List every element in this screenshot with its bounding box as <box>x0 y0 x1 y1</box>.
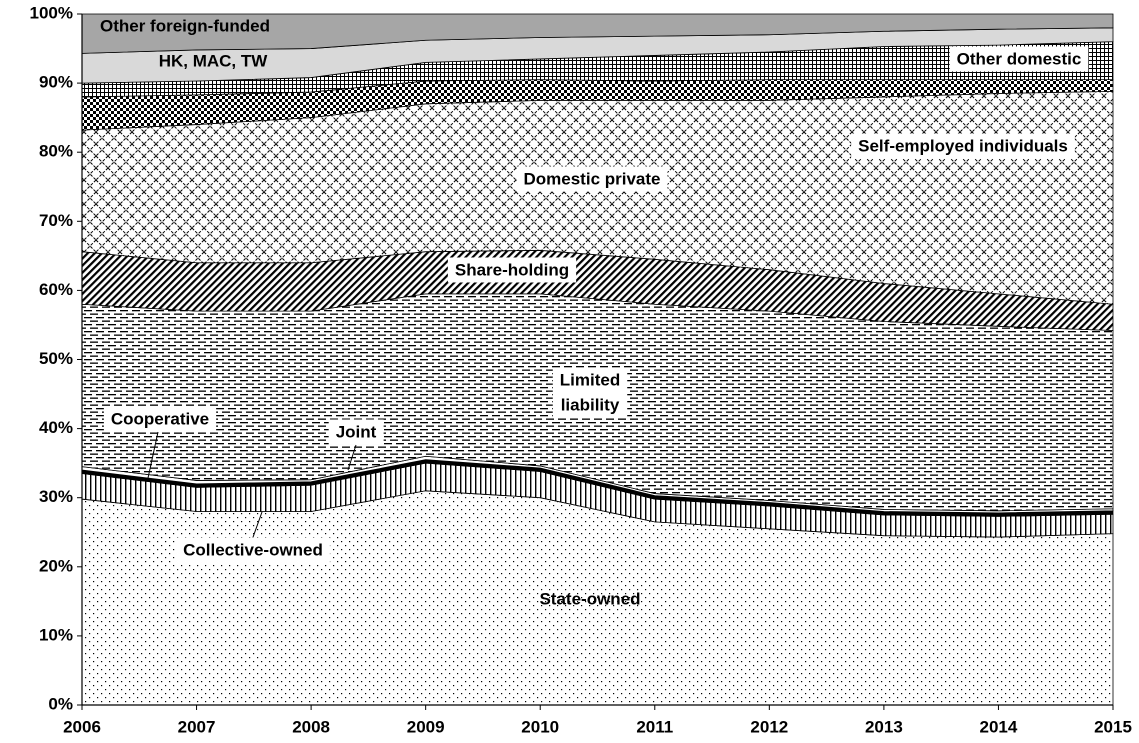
series-label: Joint <box>336 422 377 441</box>
y-tick-label: 80% <box>39 142 73 161</box>
x-tick-label: 2013 <box>865 717 903 736</box>
x-tick-label: 2011 <box>636 717 673 736</box>
label-box <box>328 419 384 445</box>
y-tick-label: 100% <box>30 3 73 22</box>
label-box <box>516 166 668 192</box>
y-tick-label: 70% <box>39 211 73 230</box>
label-box <box>552 367 628 418</box>
y-tick-label: 40% <box>39 418 73 437</box>
x-tick-label: 2012 <box>750 717 788 736</box>
series-label: State-owned <box>539 589 640 608</box>
x-tick-label: 2009 <box>407 717 445 736</box>
series-label: Collective-owned <box>183 540 323 559</box>
series-label: Domestic private <box>524 169 661 188</box>
x-tick-label: 2006 <box>63 717 101 736</box>
y-tick-label: 90% <box>39 73 73 92</box>
series-label: Limited liability <box>560 371 620 415</box>
series-label: Share-holding <box>455 260 569 279</box>
x-tick-label: 2008 <box>292 717 330 736</box>
label-box <box>176 537 330 563</box>
x-tick-label: 2007 <box>178 717 216 736</box>
leader-line <box>347 444 357 471</box>
series-label: Self-employed individuals <box>858 136 1068 155</box>
series-label: Other domestic <box>957 49 1082 68</box>
label-box <box>851 133 1075 159</box>
leader-line <box>147 431 159 479</box>
label-box <box>447 257 577 283</box>
x-tick-label: 2010 <box>521 717 559 736</box>
label-box <box>103 406 217 432</box>
leader-line <box>251 511 263 541</box>
series-label: Other foreign-funded <box>100 16 270 35</box>
y-tick-label: 50% <box>39 349 73 368</box>
label-box <box>949 46 1089 72</box>
y-tick-label: 30% <box>39 487 73 506</box>
y-tick-label: 60% <box>39 280 73 299</box>
y-tick-label: 10% <box>39 625 73 644</box>
x-tick-label: 2015 <box>1094 717 1132 736</box>
plot-area <box>81 13 1114 706</box>
y-tick-label: 20% <box>39 556 73 575</box>
area <box>81 13 1114 54</box>
annotations: 0% 10% 20% 30% 40% 50% 60% 70% 80% 90% 100% 2006 200… <box>30 3 1132 736</box>
series-label: HK, MAC, TW <box>159 51 269 70</box>
y-tick-label: 0% <box>48 694 73 713</box>
x-tick-label: 2014 <box>980 717 1018 736</box>
series-label: Cooperative <box>111 409 209 428</box>
